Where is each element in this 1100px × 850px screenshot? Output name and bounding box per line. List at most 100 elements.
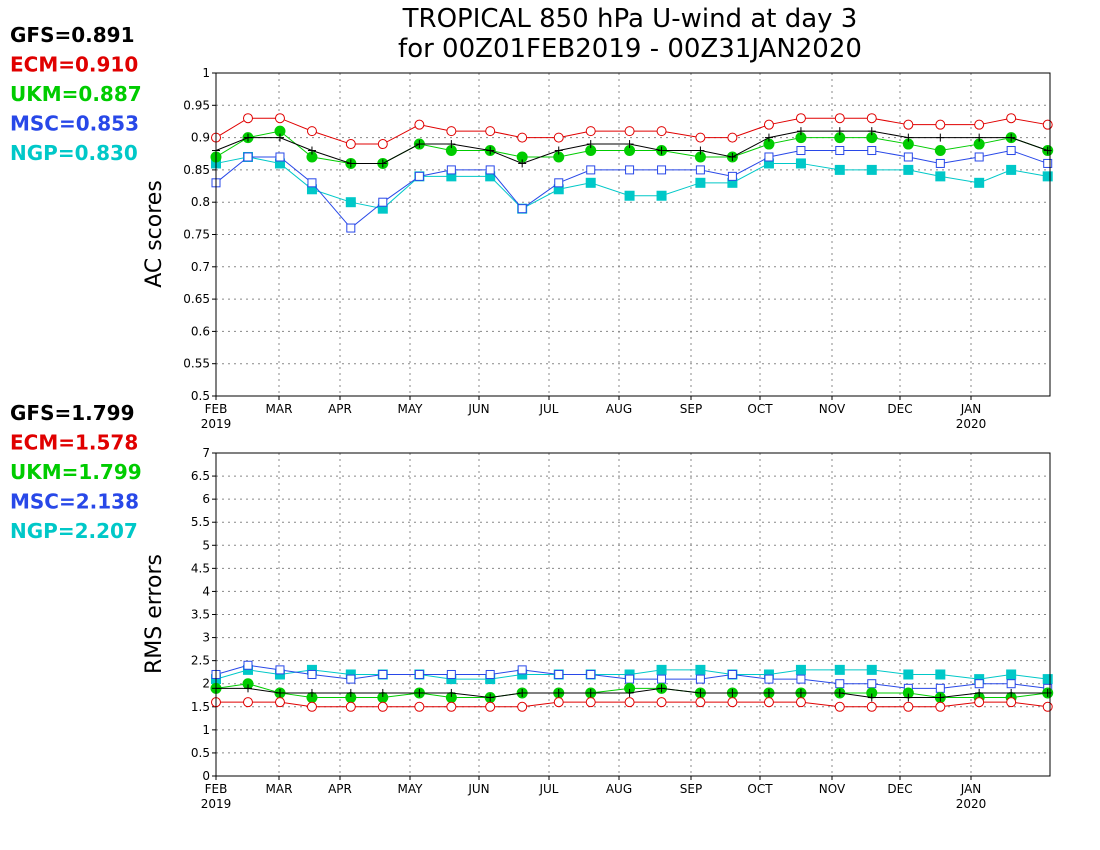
x-tick-label: JUN — [467, 402, 489, 416]
data-point — [657, 674, 667, 684]
x-tick-label: JAN — [960, 402, 982, 416]
data-point — [554, 669, 564, 679]
data-point — [517, 665, 527, 675]
y-tick-label: 1.5 — [191, 700, 210, 714]
data-point — [414, 171, 424, 181]
x-tick-label: JAN — [960, 782, 982, 796]
x-tick-label: AUG — [606, 782, 632, 796]
y-tick-label: 0.6 — [191, 324, 210, 338]
data-point — [518, 159, 527, 168]
series-ecm — [211, 113, 1053, 150]
data-point — [242, 697, 253, 708]
y-tick-label: 6.5 — [191, 469, 210, 483]
data-point — [656, 697, 667, 708]
data-point — [554, 178, 564, 188]
data-point — [1006, 146, 1016, 156]
x-tick-label: DEC — [887, 782, 912, 796]
data-point — [517, 132, 528, 143]
x-tick-label: JUL — [538, 402, 558, 416]
data-point — [447, 688, 456, 697]
data-point — [867, 693, 876, 702]
data-point — [867, 679, 877, 689]
data-point — [866, 701, 877, 712]
x-year-label: 2020 — [956, 797, 987, 811]
data-point — [764, 133, 773, 142]
data-point — [275, 688, 284, 697]
data-point — [935, 119, 946, 130]
data-point — [867, 127, 876, 136]
data-point — [485, 126, 496, 137]
x-tick-label: APR — [328, 782, 352, 796]
data-point — [585, 126, 596, 137]
series-ngp — [211, 664, 1053, 685]
legend-top: GFS=0.891 ECM=0.910 UKM=0.887 MSC=0.853 NGP=… — [10, 23, 142, 165]
x-tick-label: SEP — [680, 782, 702, 796]
data-point — [414, 119, 425, 130]
data-point — [657, 165, 667, 175]
data-point — [306, 701, 317, 712]
x-tick-label: SEP — [680, 402, 702, 416]
data-point — [624, 697, 635, 708]
series-msc — [211, 146, 1053, 233]
data-point — [554, 146, 563, 155]
data-point — [866, 164, 877, 175]
data-point — [728, 152, 737, 161]
data-point — [553, 132, 564, 143]
data-point — [727, 669, 737, 679]
data-point — [586, 669, 596, 679]
x-year-label: 2019 — [201, 797, 232, 811]
data-point — [764, 674, 774, 684]
y-tick-label: 0.65 — [183, 292, 210, 306]
grid-top — [216, 73, 1050, 396]
y-tick-label: 0.8 — [191, 195, 210, 209]
legend-entry-ecm: ECM=0.910 — [10, 53, 138, 77]
legend-entry-ukm: UKM=1.799 — [10, 460, 142, 484]
data-point — [346, 674, 356, 684]
y-tick-label: 4.5 — [191, 561, 210, 575]
data-point — [764, 688, 773, 697]
data-point — [243, 133, 252, 142]
data-point — [866, 664, 877, 675]
y-axis-label: AC scores — [142, 180, 167, 288]
x-tick-label: AUG — [606, 402, 632, 416]
legend-bottom: GFS=1.799 ECM=1.578 UKM=1.799 MSC=2.138 NGP=… — [10, 401, 142, 543]
data-point — [974, 177, 985, 188]
data-point — [306, 126, 317, 137]
data-point — [727, 697, 738, 708]
x-year-label: 2020 — [956, 417, 987, 431]
data-point — [624, 126, 635, 137]
y-tick-label: 0.7 — [191, 260, 210, 274]
data-point — [378, 688, 387, 697]
data-point — [795, 158, 806, 169]
legend-entry-ukm: UKM=0.887 — [10, 82, 142, 106]
data-point — [763, 119, 774, 130]
data-point — [625, 165, 635, 175]
data-point — [835, 679, 845, 689]
data-point — [795, 664, 806, 675]
data-point — [307, 146, 316, 155]
data-point — [728, 688, 737, 697]
data-point — [695, 697, 706, 708]
data-point — [517, 701, 528, 712]
data-point — [274, 697, 285, 708]
x-tick-label: MAR — [266, 402, 293, 416]
x-tick-label: JUL — [538, 782, 558, 796]
data-point — [307, 178, 317, 188]
data-point — [796, 127, 805, 136]
y-axis-label: RMS errors — [142, 554, 167, 674]
data-point — [835, 688, 844, 697]
data-point — [447, 140, 456, 149]
legend-entry-gfs: GFS=1.799 — [10, 401, 135, 425]
data-point — [796, 674, 806, 684]
data-point — [346, 688, 355, 697]
data-point — [935, 158, 945, 168]
y-tick-label: 7 — [202, 446, 210, 460]
data-point — [346, 223, 356, 233]
x-year-label: 2019 — [201, 417, 232, 431]
data-point — [586, 140, 595, 149]
y-tick-label: 0.85 — [183, 163, 210, 177]
series-gfs — [212, 127, 1052, 168]
x-tick-label: OCT — [747, 402, 773, 416]
data-point — [974, 697, 985, 708]
data-point — [763, 697, 774, 708]
